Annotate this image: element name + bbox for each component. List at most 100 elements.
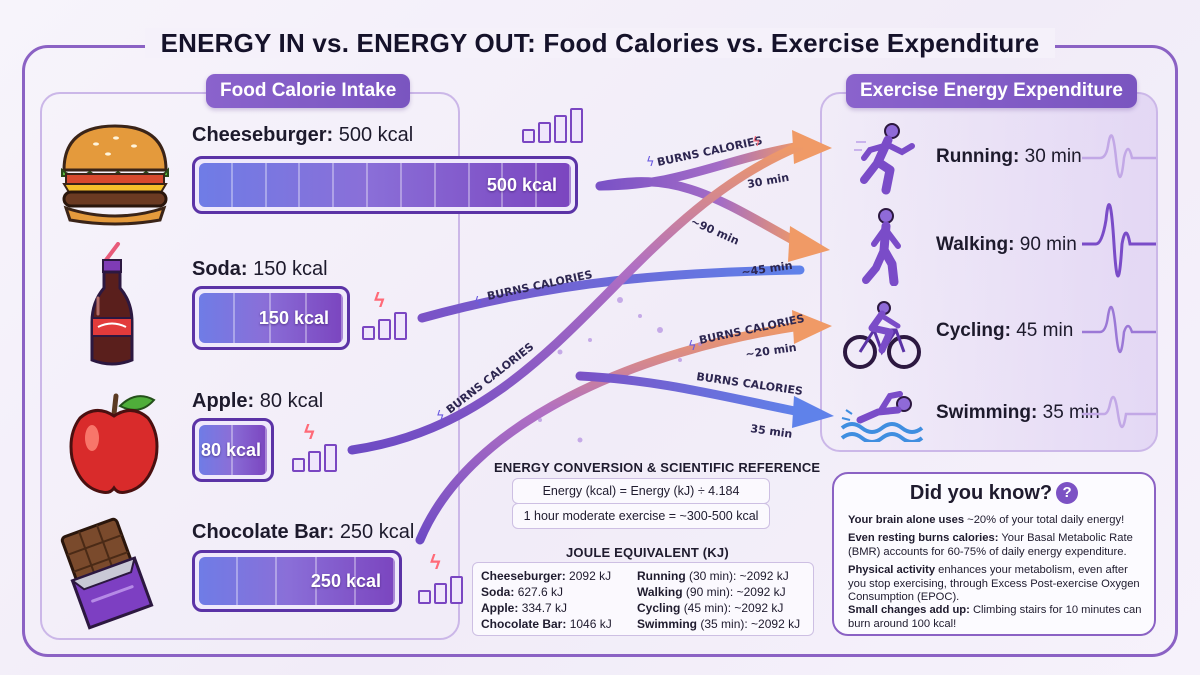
arrowhead	[792, 396, 834, 428]
bar-segment	[503, 163, 538, 207]
bar-segment	[537, 163, 571, 207]
cheeseburger-icon	[61, 124, 169, 226]
calorie-bar-fill: 500 kcal	[199, 163, 571, 207]
bar-segment	[199, 163, 233, 207]
heartbeat-waves	[1082, 134, 1156, 429]
bar-segment	[235, 293, 271, 343]
fact: Physical activity enhances your metaboli…	[848, 564, 1140, 603]
bar-segment	[271, 293, 307, 343]
bar-segment	[470, 163, 504, 207]
calorie-bar-value: 150 kcal	[258, 307, 329, 328]
bar-segment	[436, 163, 470, 207]
calorie-bar-fill: 150 kcal	[199, 293, 343, 343]
fact: Your brain alone uses ~20% of your total…	[848, 514, 1125, 526]
time-label: ~45 min	[741, 259, 794, 279]
burns-calories-label: BURNS CALORIES	[656, 134, 764, 169]
reference-title: ENERGY CONVERSION & SCIENTIFIC REFERENCE	[494, 460, 821, 475]
lightning-icon: ϟ	[688, 339, 697, 354]
cycling-icon	[843, 301, 921, 369]
arrow-apple	[347, 141, 805, 455]
arrowhead	[792, 130, 832, 164]
rule-box: 1 hour moderate exercise = ~300-500 kcal	[512, 503, 770, 529]
bar-segment	[238, 557, 278, 605]
formula-text: Energy (kcal) = Energy (kJ) ÷ 4.184	[542, 484, 740, 498]
signal-icon	[418, 576, 463, 604]
calorie-bar-value: 250 kcal	[310, 570, 381, 591]
arrow-swimming	[575, 371, 805, 417]
calorie-bar: 250 kcal	[192, 550, 402, 612]
joule-exercise-row: Walking (90 min): ~2092 kJ	[637, 585, 786, 599]
lightning-icon: ϟ	[752, 135, 761, 150]
exercise-label-swimming: Swimming: 35 min	[936, 402, 1100, 423]
bar-segment	[317, 557, 356, 605]
calorie-bar: 150 kcal	[192, 286, 350, 350]
calorie-bar-value: 80 kcal	[200, 439, 261, 460]
question-icon: ?	[1056, 482, 1079, 504]
soda-bottle-icon	[90, 242, 134, 366]
bar-segment	[300, 163, 335, 207]
signal-icon	[522, 108, 583, 143]
bar-segment	[307, 293, 343, 343]
joule-food-row: Apple: 334.7 kJ	[481, 601, 568, 615]
arrow-chocolate-cycling	[415, 321, 805, 545]
food-label-apple: Apple: 80 kcal	[192, 390, 324, 412]
calorie-bar-fill: 80 kcal	[199, 425, 267, 475]
joule-food-row: Soda: 627.6 kJ	[481, 585, 564, 599]
calorie-bar: 500 kcal	[192, 156, 578, 214]
bar-segment	[368, 163, 402, 207]
bar-segment	[199, 425, 233, 475]
exercise-section-title: Exercise Energy Expenditure	[846, 74, 1137, 108]
running-icon	[854, 123, 915, 195]
bar-segment	[402, 163, 436, 207]
bar-segment	[277, 557, 317, 605]
lightning-icon: ϟ	[374, 290, 385, 312]
exercise-label-cycling: Cycling: 45 min	[936, 320, 1074, 341]
food-label-chocolate: Chocolate Bar: 250 kcal	[192, 521, 415, 543]
joule-title: JOULE EQUIVALENT (KJ)	[566, 545, 729, 560]
did-you-know-box: Did you know?? Your brain alone uses ~20…	[832, 472, 1156, 636]
bar-segment	[199, 293, 235, 343]
joule-box: Cheeseburger: 2092 kJ Soda: 627.6 kJ App…	[472, 562, 814, 636]
signal-icon	[292, 444, 337, 472]
joule-exercise-row: Swimming (35 min): ~2092 kJ	[637, 617, 801, 631]
fact: Small changes add up: Climbing stairs fo…	[848, 604, 1142, 630]
apple-icon	[69, 393, 159, 494]
calorie-bar-fill: 250 kcal	[199, 557, 395, 605]
joule-food-row: Chocolate Bar: 1046 kJ	[481, 617, 612, 631]
formula-box: Energy (kcal) = Energy (kJ) ÷ 4.184	[512, 478, 770, 504]
page-title: ENERGY IN vs. ENERGY OUT: Food Calories …	[0, 28, 1200, 59]
did-you-know-title: Did you know??	[834, 482, 1154, 505]
exercise-label-walking: Walking: 90 min	[936, 234, 1077, 255]
bar-segment	[233, 425, 267, 475]
fact: Even resting burns calories: Your Basal …	[848, 532, 1133, 558]
arrow-cheeseburger-running	[595, 141, 805, 191]
bar-segment	[356, 557, 395, 605]
joule-food-row: Cheeseburger: 2092 kJ	[481, 569, 612, 583]
calorie-bar: 80 kcal	[192, 418, 274, 482]
lightning-icon: ϟ	[646, 155, 655, 170]
swimming-icon	[840, 391, 924, 442]
rule-text: 1 hour moderate exercise = ~300-500 kcal	[523, 509, 759, 523]
exercise-label-running: Running: 30 min	[936, 146, 1082, 167]
time-label: ~20 min	[745, 341, 798, 361]
food-label-cheeseburger: Cheeseburger: 500 kcal	[192, 124, 414, 146]
walking-icon	[862, 208, 901, 286]
bar-segment	[334, 163, 369, 207]
time-label: ~90 min	[689, 215, 741, 248]
lightning-icon: ϟ	[304, 422, 315, 444]
bar-segment	[267, 163, 301, 207]
joule-exercise-row: Running (30 min): ~2092 kJ	[637, 569, 789, 583]
bar-segment	[233, 163, 267, 207]
food-label-soda: Soda: 150 kcal	[192, 258, 328, 280]
arrowhead	[792, 310, 832, 344]
joule-exercise-row: Cycling (45 min): ~2092 kJ	[637, 601, 784, 615]
arrow-cheeseburger-walking	[595, 177, 805, 249]
lightning-icon: ϟ	[474, 295, 483, 310]
food-section-title: Food Calorie Intake	[206, 74, 411, 108]
lightning-icon: ϟ	[430, 552, 441, 574]
arrowhead	[788, 226, 830, 262]
time-label: 35 min	[750, 422, 794, 441]
calorie-bar-value: 500 kcal	[486, 174, 557, 195]
lightning-icon: ϟ	[436, 409, 445, 424]
